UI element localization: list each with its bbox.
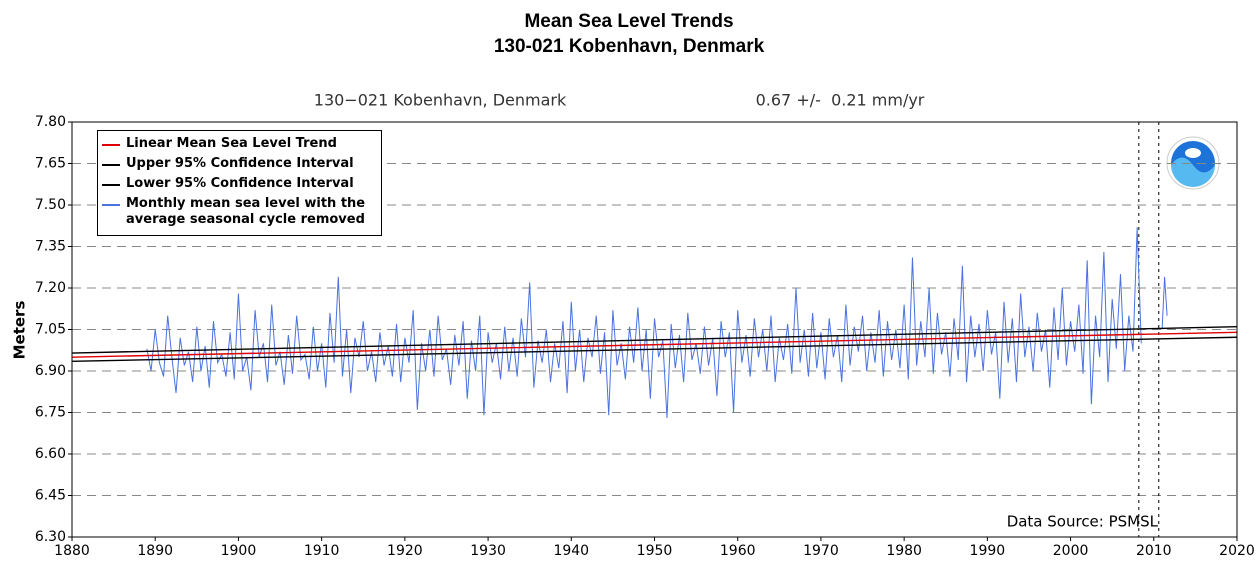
chart-title: Mean Sea Level Trends: [524, 11, 733, 32]
legend-label: Monthly mean sea level with the average …: [126, 196, 366, 227]
y-tick-label: 7.05: [35, 322, 66, 338]
y-tick-label: 6.45: [35, 488, 66, 504]
x-tick-label: 1940: [553, 543, 589, 559]
x-tick-label: 1990: [970, 543, 1006, 559]
x-tick-label: 1980: [886, 543, 922, 559]
legend-label: Lower 95% Confidence Interval: [126, 176, 354, 191]
y-tick-label: 7.65: [35, 156, 66, 172]
series-line: [146, 227, 1168, 419]
x-tick-label: 1970: [803, 543, 839, 559]
x-tick-label: 1960: [720, 543, 756, 559]
x-tick-label: 1950: [637, 543, 673, 559]
y-tick-label: 6.90: [35, 363, 66, 379]
y-tick-label: 6.75: [35, 405, 66, 421]
legend-entry: Lower 95% Confidence Interval: [102, 176, 377, 192]
x-tick-label: 1890: [137, 543, 173, 559]
series-line: [71, 331, 1238, 358]
series-line: [71, 336, 1238, 363]
legend-swatch: [102, 184, 120, 186]
legend-swatch: [102, 204, 120, 206]
legend-entry: Upper 95% Confidence Interval: [102, 156, 377, 172]
plot-header: 130−021 Kobenhavn, Denmark: [314, 91, 567, 110]
x-tick-label: 1910: [304, 543, 340, 559]
y-tick-label: 7.20: [35, 280, 66, 296]
x-tick-label: 2000: [1053, 543, 1089, 559]
legend-entry: Linear Mean Sea Level Trend: [102, 136, 377, 152]
y-tick-label: 7.35: [35, 239, 66, 255]
y-axis-label: Meters: [11, 301, 29, 360]
legend-swatch: [102, 144, 120, 146]
legend-label: Upper 95% Confidence Interval: [126, 156, 354, 171]
y-tick-label: 7.50: [35, 197, 66, 213]
legend-entry: Monthly mean sea level with the average …: [102, 196, 377, 228]
x-tick-label: 1930: [470, 543, 506, 559]
y-tick-label: 6.60: [35, 446, 66, 462]
chart-subtitle: 130-021 Kobenhavn, Denmark: [494, 36, 765, 57]
x-tick-label: 2020: [1219, 543, 1255, 559]
legend-swatch: [102, 164, 120, 166]
x-tick-label: 2010: [1136, 543, 1172, 559]
plot-frame: [71, 121, 1238, 538]
y-tick-label: 7.80: [35, 114, 66, 130]
x-tick-label: 1900: [221, 543, 257, 559]
x-tick-label: 1920: [387, 543, 423, 559]
trend-rate: 0.67 +/- 0.21 mm/yr: [756, 91, 925, 110]
data-source: Data Source: PSMSL: [1007, 513, 1159, 531]
x-tick-label: 1880: [54, 543, 90, 559]
legend-label: Linear Mean Sea Level Trend: [126, 136, 337, 151]
noaa-logo: [1166, 136, 1220, 190]
legend: Linear Mean Sea Level Trend Upper 95% Con…: [97, 130, 382, 236]
series-line: [71, 326, 1238, 354]
y-tick-label: 6.30: [35, 529, 66, 545]
